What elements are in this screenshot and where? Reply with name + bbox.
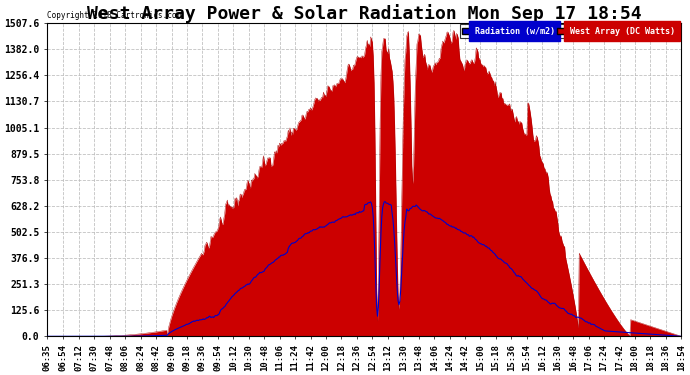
Text: Copyright 2018 Cartronics.com: Copyright 2018 Cartronics.com	[47, 11, 181, 20]
Title: West Array Power & Solar Radiation Mon Sep 17 18:54: West Array Power & Solar Radiation Mon S…	[87, 4, 642, 23]
Legend: Radiation (w/m2), West Array (DC Watts): Radiation (w/m2), West Array (DC Watts)	[460, 24, 677, 38]
